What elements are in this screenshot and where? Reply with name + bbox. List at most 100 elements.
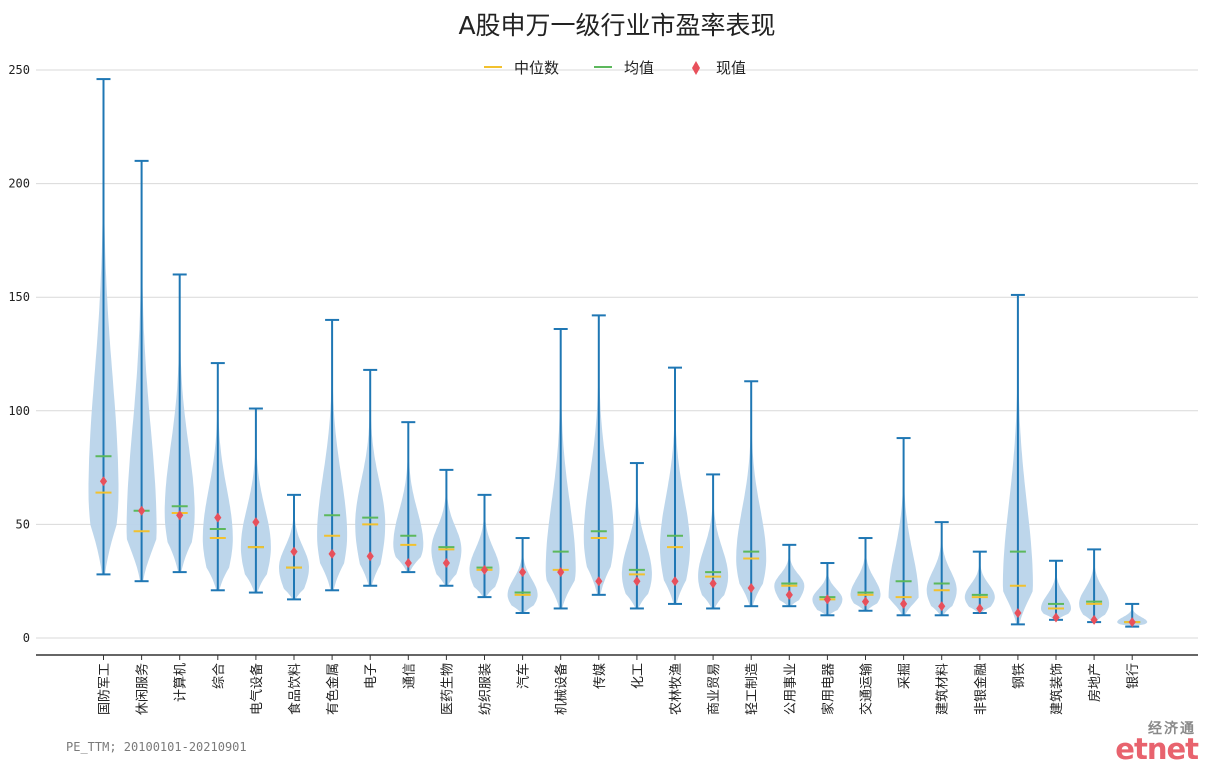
current-value-marker [709, 578, 717, 589]
x-tick-label: 医药生物 [440, 663, 455, 715]
violin-group [812, 562, 843, 617]
x-tick-label: 钢铁 [1012, 663, 1027, 689]
legend-current-label: 现值 [716, 59, 746, 77]
current-value-marker [442, 558, 450, 569]
current-value-marker [1128, 617, 1136, 628]
x-tick-label: 建筑装饰 [1049, 663, 1065, 715]
current-value-marker [976, 603, 984, 614]
x-tick-label: 轻工制造 [745, 663, 760, 715]
violin-group [583, 314, 614, 596]
y-tick-label: 0 [23, 631, 30, 645]
violin-group [202, 362, 233, 592]
current-value-marker [785, 589, 793, 600]
violin-group [850, 537, 881, 612]
x-tick-label: 电子 [364, 663, 379, 689]
violin-group [240, 407, 271, 594]
y-tick-label: 250 [8, 63, 30, 77]
current-value-marker [328, 548, 336, 559]
violin-group [964, 550, 995, 615]
current-value-marker [404, 558, 412, 569]
y-axis-ticks: 0 50 100 150 200 250 [8, 63, 30, 645]
y-tick-label: 200 [8, 177, 30, 191]
legend-current-swatch [692, 61, 700, 75]
violin-group [736, 380, 767, 608]
x-tick-label: 纺织服装 [479, 663, 494, 715]
violin-group [621, 462, 652, 610]
violin-group [1117, 602, 1148, 628]
x-tick-label: 汽车 [516, 663, 532, 689]
brand-etnet-wordmark: etnet [1115, 732, 1199, 766]
x-tick-label: 银行 [1126, 663, 1141, 689]
x-tick-label: 商业贸易 [707, 663, 722, 715]
violins [88, 78, 1148, 628]
violin-group [469, 493, 500, 599]
violin-group [355, 368, 386, 587]
current-value-marker [214, 512, 222, 523]
x-tick-label: 电气设备 [249, 663, 265, 715]
x-tick-label: 有色金属 [325, 663, 341, 715]
current-value-marker [519, 567, 527, 578]
current-value-marker [671, 576, 679, 587]
current-value-marker [1052, 612, 1060, 623]
x-tick-label: 公用事业 [783, 663, 798, 715]
legend-mean-label: 均值 [624, 59, 654, 77]
y-tick-label: 100 [8, 404, 30, 418]
x-tick-label: 机械设备 [554, 663, 570, 715]
x-tick-label: 交通运输 [859, 663, 875, 715]
y-tick-label: 50 [16, 517, 30, 531]
x-tick-label: 农林牧渔 [669, 663, 684, 715]
x-axis-ticks: 国防军工 休闲服务 计算机 综合 电气设备 食品饮料 有色金属 电子 通信 医药生物 纺织服装 汽车机… [97, 655, 1141, 715]
x-tick-label: 采掘 [898, 663, 913, 689]
violin-group [393, 421, 424, 574]
x-tick-label: 通信 [402, 663, 417, 689]
current-value-marker [633, 576, 641, 587]
current-value-marker [252, 517, 260, 528]
current-value-marker [290, 546, 298, 557]
current-value-marker [861, 596, 870, 607]
current-value-marker [557, 567, 565, 578]
x-tick-label: 食品饮料 [287, 663, 303, 715]
violin-group [1002, 293, 1033, 626]
x-tick-label: 非银金融 [973, 663, 989, 715]
x-tick-label: 综合 [212, 663, 227, 689]
violin-group [1041, 559, 1071, 623]
violin-group [431, 468, 462, 587]
violin-group [545, 328, 576, 610]
current-value-marker [900, 598, 908, 609]
current-value-marker [176, 510, 184, 521]
x-tick-label: 化工 [631, 663, 646, 689]
violin-group [1079, 548, 1110, 625]
violin-group [88, 78, 119, 576]
brand-chinese-name: 经济通 [1148, 721, 1196, 737]
legend-median-label: 中位数 [514, 59, 559, 77]
brand-logo: 经济通 etnet [1106, 718, 1202, 766]
violin-group [164, 273, 195, 574]
data-source-footnote: PE_TTM; 20100101-20210901 [66, 740, 247, 754]
violin-group [660, 366, 690, 605]
chart-title: A股申万一级行业市盈率表现 [458, 11, 775, 40]
current-value-marker [595, 576, 603, 587]
violin-group [888, 437, 919, 617]
current-value-marker [366, 551, 374, 562]
current-value-marker [99, 476, 108, 487]
x-tick-label: 房地产 [1087, 663, 1103, 702]
current-value-marker [1090, 614, 1098, 625]
x-tick-label: 建筑材料 [935, 663, 951, 715]
x-tick-label: 家用电器 [820, 663, 836, 715]
current-value-marker [1014, 608, 1022, 619]
violin-group [507, 537, 538, 615]
current-value-marker [138, 505, 146, 516]
x-tick-label: 计算机 [174, 663, 189, 702]
x-tick-label: 国防军工 [97, 663, 113, 715]
current-value-marker [823, 594, 831, 605]
violin-group [126, 159, 157, 583]
violin-group [279, 493, 309, 601]
violin-group [317, 318, 348, 592]
current-value-marker [938, 601, 946, 612]
current-value-marker [747, 583, 755, 594]
violin-group [774, 543, 805, 608]
current-value-marker [480, 564, 489, 575]
x-tick-label: 传媒 [593, 663, 608, 689]
violin-group [698, 473, 729, 610]
